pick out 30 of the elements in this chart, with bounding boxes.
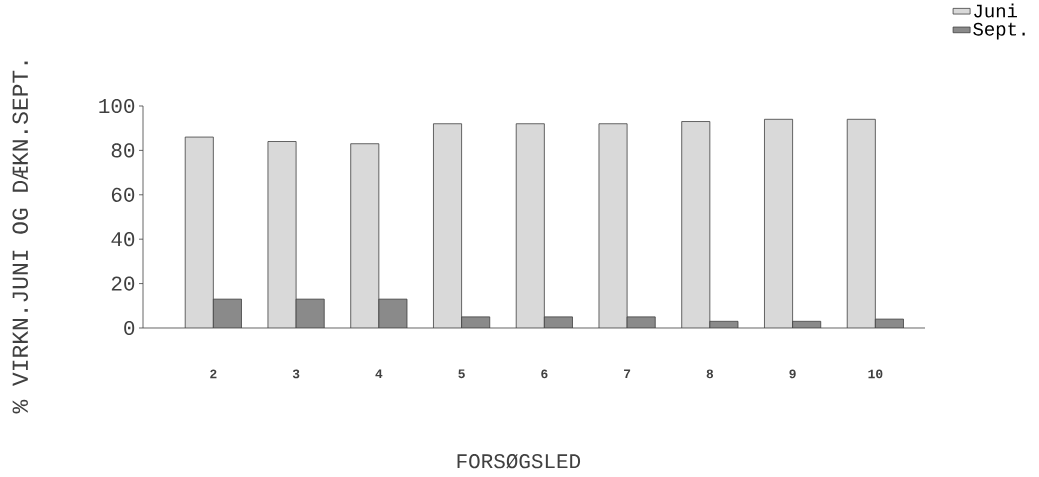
bar xyxy=(764,118,793,328)
legend-label: Sept. xyxy=(973,22,1025,40)
bar xyxy=(598,123,628,328)
bar xyxy=(212,298,242,328)
x-tick-label: 10 xyxy=(868,369,883,379)
bar xyxy=(433,123,462,328)
x-tick-label: 6 xyxy=(541,369,548,379)
x-tick-label: 4 xyxy=(375,369,383,379)
bar xyxy=(350,143,380,328)
legend-label: Juni xyxy=(974,3,1017,18)
x-tick-label: 5 xyxy=(458,369,465,379)
x-tick-label: 7 xyxy=(624,369,631,379)
y-tick-label: 60 xyxy=(111,187,135,202)
bar xyxy=(681,121,711,328)
y-tick-label: 100 xyxy=(99,98,135,114)
bar xyxy=(846,118,876,328)
x-tick-label: 3 xyxy=(292,369,300,379)
x-tick-label: 9 xyxy=(789,369,796,379)
y-tick-label: 0 xyxy=(124,320,135,336)
bar xyxy=(267,141,297,328)
y-axis-title: % VIRKN.JUNI OG DÆKN.SEPT. xyxy=(12,61,29,414)
y-tick-label: 80 xyxy=(111,143,135,158)
bar xyxy=(515,123,545,328)
y-tick-label: 20 xyxy=(111,276,135,291)
y-tick-label: 40 xyxy=(111,232,135,247)
x-axis-title: FORSØGSLED xyxy=(457,453,581,469)
x-tick-label: 2 xyxy=(210,369,217,379)
x-tick-label: 8 xyxy=(706,369,714,379)
bar xyxy=(184,136,214,328)
bar xyxy=(295,298,325,328)
